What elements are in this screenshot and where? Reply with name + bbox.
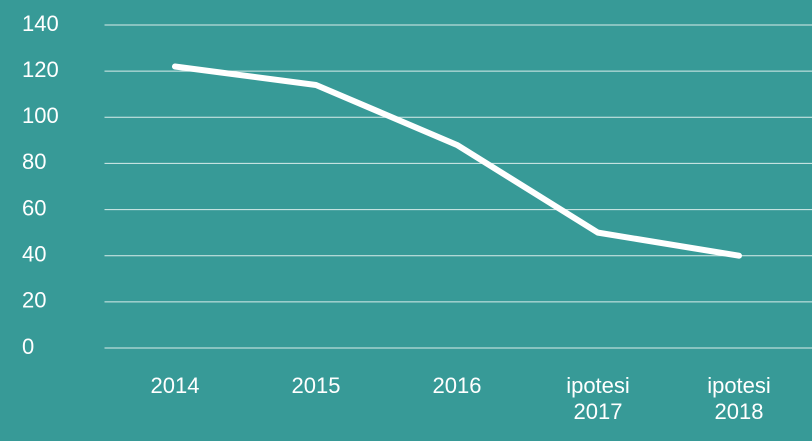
x-tick-label: ipotesi 2017 (566, 373, 630, 424)
line-series (172, 63, 742, 259)
y-tick-label: 140 (22, 11, 59, 36)
x-tick-label: 2015 (291, 373, 341, 398)
y-tick-label: 0 (22, 334, 34, 359)
x-tick-label: 2014 (150, 373, 200, 398)
y-tick-label: 60 (22, 195, 46, 220)
y-tick-label: 20 (22, 288, 46, 313)
x-tick-label: ipotesi 2018 (707, 373, 771, 424)
y-tick-label: 40 (22, 242, 46, 267)
y-tick-label: 80 (22, 149, 46, 174)
y-tick-label: 120 (22, 57, 59, 82)
y-tick-label: 100 (22, 103, 59, 128)
x-tick-label: 2016 (432, 373, 482, 398)
